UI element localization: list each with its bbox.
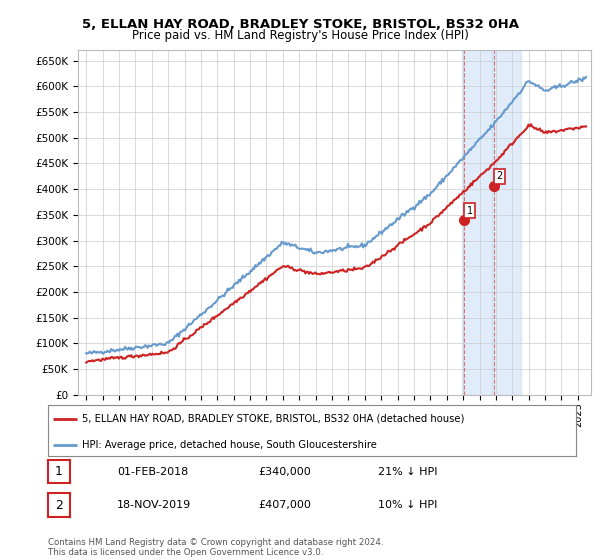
Text: 10% ↓ HPI: 10% ↓ HPI [378, 500, 437, 510]
Text: 18-NOV-2019: 18-NOV-2019 [117, 500, 191, 510]
Text: 01-FEB-2018: 01-FEB-2018 [117, 466, 188, 477]
Text: Price paid vs. HM Land Registry's House Price Index (HPI): Price paid vs. HM Land Registry's House … [131, 29, 469, 42]
Text: 1: 1 [467, 206, 473, 216]
Text: 1: 1 [55, 465, 63, 478]
Text: £340,000: £340,000 [258, 466, 311, 477]
Text: 5, ELLAN HAY ROAD, BRADLEY STOKE, BRISTOL, BS32 0HA: 5, ELLAN HAY ROAD, BRADLEY STOKE, BRISTO… [82, 18, 518, 31]
Text: 2: 2 [55, 498, 63, 512]
Text: 21% ↓ HPI: 21% ↓ HPI [378, 466, 437, 477]
Text: £407,000: £407,000 [258, 500, 311, 510]
Text: 2: 2 [496, 171, 503, 181]
Bar [492, 50, 521, 395]
Text: Contains HM Land Registry data © Crown copyright and database right 2024.
This d: Contains HM Land Registry data © Crown c… [48, 538, 383, 557]
Bar [461, 50, 492, 395]
Text: 5, ELLAN HAY ROAD, BRADLEY STOKE, BRISTOL, BS32 0HA (detached house): 5, ELLAN HAY ROAD, BRADLEY STOKE, BRISTO… [82, 414, 464, 424]
Text: HPI: Average price, detached house, South Gloucestershire: HPI: Average price, detached house, Sout… [82, 440, 377, 450]
